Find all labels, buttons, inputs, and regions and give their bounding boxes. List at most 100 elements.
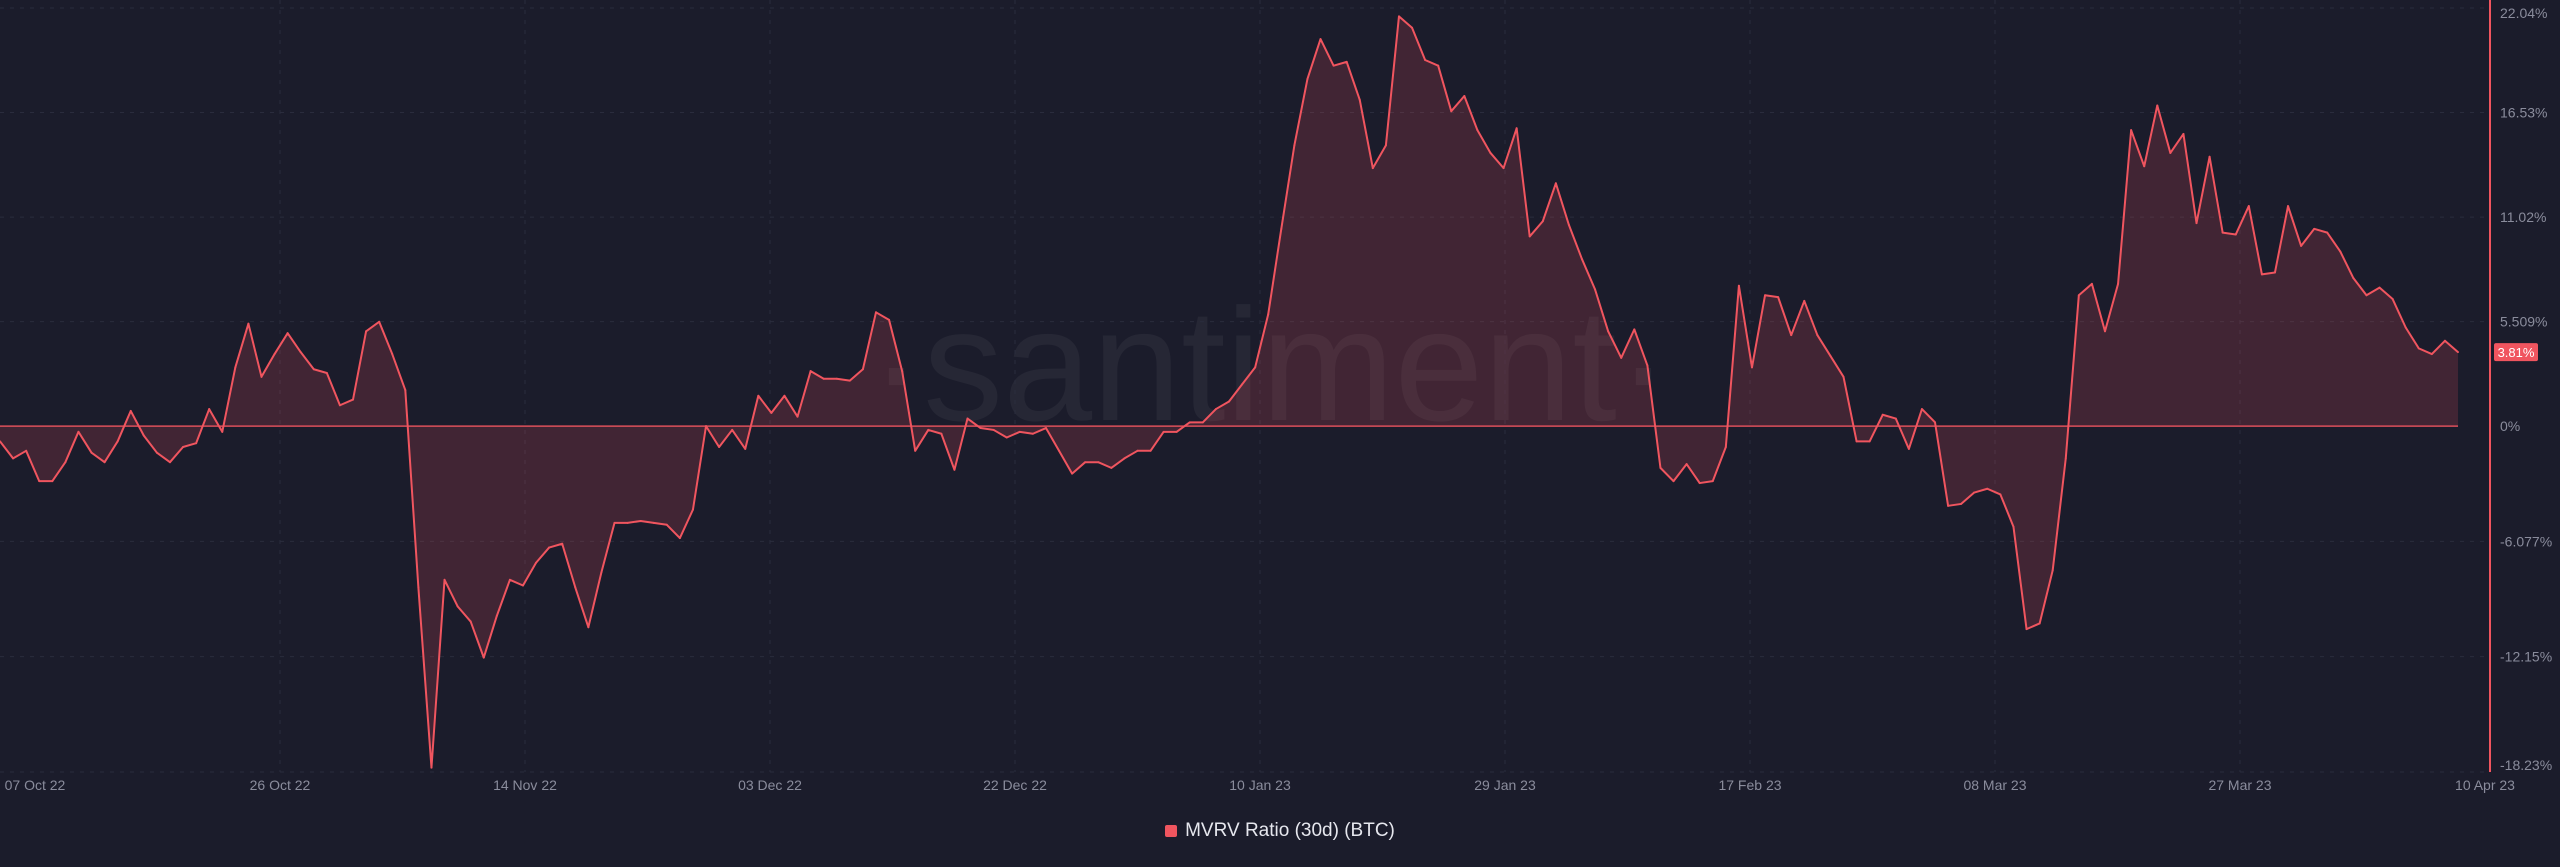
x-tick-label: 08 Mar 23 — [1963, 777, 2026, 793]
data-point — [2103, 330, 2106, 333]
data-point — [2443, 339, 2446, 342]
data-point — [1162, 430, 1165, 433]
data-point — [2247, 205, 2250, 208]
data-point — [691, 508, 694, 511]
y-tick-label: -6.077% — [2500, 533, 2552, 549]
data-point — [770, 411, 773, 414]
data-point — [1149, 449, 1152, 452]
data-point — [456, 605, 459, 608]
last-value-badge: 3.81% — [2494, 343, 2538, 362]
data-point — [927, 428, 930, 431]
data-point — [2051, 569, 2054, 572]
data-point — [1031, 432, 1034, 435]
data-point — [848, 379, 851, 382]
data-point — [1973, 491, 1976, 494]
data-point — [2430, 353, 2433, 356]
data-point — [1724, 446, 1727, 449]
data-point — [1071, 472, 1074, 475]
data-point — [1750, 366, 1753, 369]
data-point — [1737, 284, 1740, 287]
data-point — [1698, 482, 1701, 485]
data-point — [2143, 165, 2146, 168]
data-point — [273, 353, 276, 356]
data-point — [2273, 271, 2276, 274]
data-point — [966, 417, 969, 420]
data-point — [1764, 294, 1767, 297]
data-point — [2391, 298, 2394, 301]
data-point — [1554, 182, 1557, 185]
data-point — [587, 626, 590, 629]
data-point — [2339, 250, 2342, 253]
data-point — [260, 375, 263, 378]
data-point — [155, 451, 158, 454]
data-point — [286, 332, 289, 335]
data-point — [940, 432, 943, 435]
data-point — [822, 377, 825, 380]
data-point — [979, 427, 982, 430]
data-point — [1280, 227, 1283, 230]
data-point — [1058, 449, 1061, 452]
data-point — [1646, 364, 1649, 367]
data-point — [901, 370, 904, 373]
y-tick-label: 16.53% — [2500, 105, 2547, 121]
data-point — [1528, 235, 1531, 238]
data-point — [2130, 129, 2133, 132]
data-point — [1581, 258, 1584, 261]
x-axis: 07 Oct 22 26 Oct 22 14 Nov 22 03 Dec 22 22 D… — [5, 777, 2516, 793]
data-point — [914, 449, 917, 452]
data-point — [469, 620, 472, 623]
data-point — [1228, 400, 1230, 403]
data-point — [404, 389, 407, 392]
legend[interactable]: MVRV Ratio (30d) (BTC) — [0, 820, 2560, 842]
x-tick-label: 22 Dec 22 — [983, 777, 1047, 793]
data-point — [1881, 413, 1884, 416]
data-point — [247, 322, 250, 325]
data-point — [2090, 282, 2093, 285]
data-point — [64, 461, 67, 464]
data-point — [417, 586, 420, 589]
legend-label: MVRV Ratio (30d) (BTC) — [1185, 820, 1395, 841]
data-point — [2077, 294, 2080, 297]
data-point — [2025, 628, 2028, 631]
data-point — [2287, 205, 2290, 208]
data-point — [574, 586, 577, 589]
data-point — [1293, 144, 1296, 147]
data-point — [2117, 282, 2120, 285]
data-point — [51, 480, 54, 483]
x-tick-label: 29 Jan 23 — [1474, 777, 1536, 793]
series-area — [0, 15, 2459, 769]
data-point — [1371, 167, 1374, 170]
data-point — [234, 366, 237, 369]
data-point — [38, 480, 41, 483]
data-point — [25, 449, 28, 452]
data-point — [1541, 220, 1544, 223]
data-point — [1816, 334, 1819, 337]
data-point — [2156, 104, 2159, 107]
y-tick-label: 5.509% — [2500, 314, 2547, 330]
x-tick-label: 03 Dec 22 — [738, 777, 802, 793]
legend-swatch — [1165, 825, 1178, 837]
data-point — [731, 428, 734, 431]
data-point — [705, 425, 708, 428]
data-point — [2313, 227, 2316, 230]
data-point — [0, 440, 1, 443]
data-point — [90, 451, 93, 454]
data-point — [535, 561, 538, 564]
data-point — [1201, 421, 1204, 424]
data-point — [561, 542, 564, 545]
data-point — [1319, 38, 1322, 41]
data-point — [2234, 233, 2237, 236]
data-point — [1594, 288, 1597, 291]
data-point — [548, 546, 551, 549]
x-tick-label: 07 Oct 22 — [5, 777, 66, 793]
data-point — [2365, 294, 2368, 297]
x-tick-label: 27 Mar 23 — [2208, 777, 2271, 793]
data-point — [443, 578, 446, 581]
data-point — [378, 320, 381, 323]
data-point — [352, 398, 355, 401]
y-tick-label: 22.04% — [2500, 5, 2547, 21]
grid-lines — [0, 0, 2490, 773]
data-point — [1920, 408, 1923, 411]
data-point — [626, 521, 629, 524]
data-point — [1097, 461, 1100, 464]
